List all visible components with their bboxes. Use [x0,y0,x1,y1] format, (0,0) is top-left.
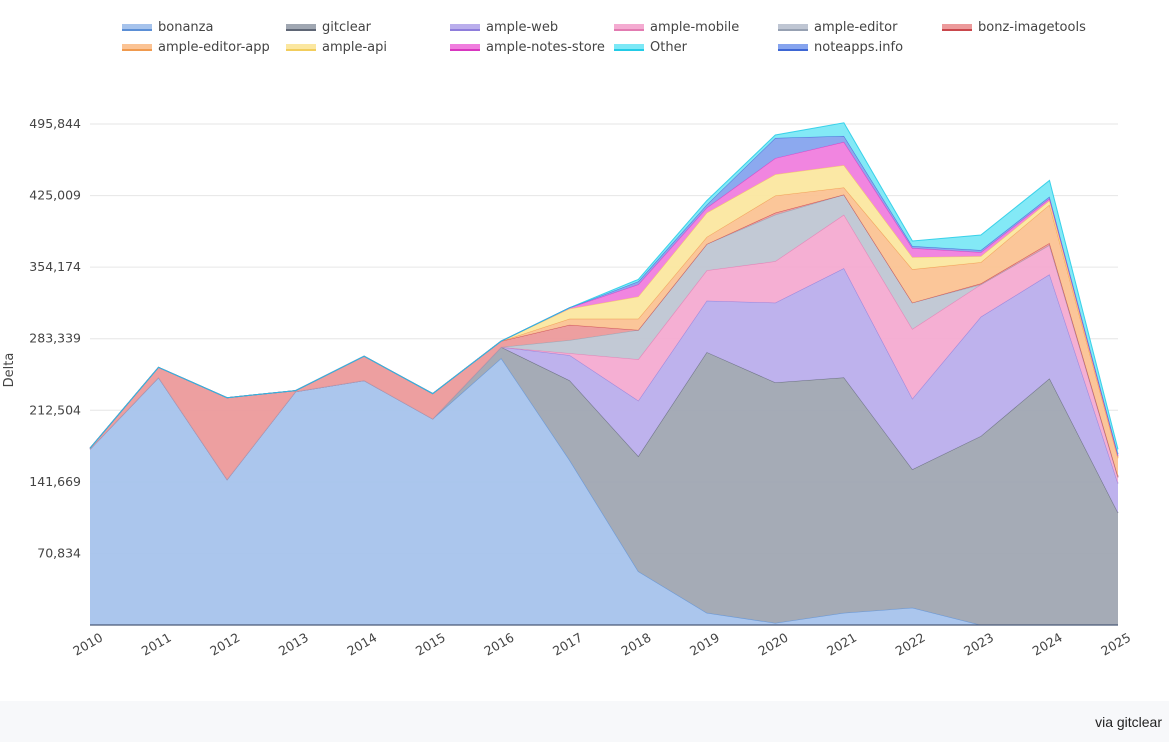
legend-swatch-icon [614,24,644,31]
legend-swatch-icon [942,24,972,31]
legend-swatch-icon [778,44,808,51]
legend-swatch-icon [122,24,152,31]
attribution-text: via gitclear [1095,714,1162,730]
area-ample-api[interactable] [90,165,1118,459]
x-tick-label: 2018 [618,630,653,659]
legend-item-ample-notes-store[interactable]: ample-notes-store [450,40,605,55]
x-tick-label: 2020 [756,630,791,659]
legend-label: ample-web [486,20,559,35]
legend-label: gitclear [322,20,372,35]
legend-item-bonz-imagetools[interactable]: bonz-imagetools [942,20,1086,35]
legend-item-other[interactable]: Other [614,40,687,55]
legend-swatch-icon [286,24,316,31]
area-gitclear[interactable] [90,347,1118,625]
legend-swatch-icon [450,44,480,51]
legend-swatch-icon [614,44,644,51]
legend-swatch-icon [450,24,480,31]
x-tick-label: 2010 [70,630,105,659]
x-tick-label: 2017 [550,630,585,659]
x-tick-label: 2012 [207,630,242,659]
legend-item-gitclear[interactable]: gitclear [286,20,371,35]
y-tick-label: 212,504 [29,402,81,417]
x-tick-label: 2013 [276,630,311,659]
legend-swatch-icon [286,44,316,51]
y-tick-label: 425,009 [29,188,81,203]
legend-item-ample-web[interactable]: ample-web [450,20,558,35]
x-tick-label: 2011 [139,630,174,659]
x-tick-label: 2019 [687,630,722,659]
legend-label: Other [650,40,687,55]
x-tick-label: 2023 [961,630,996,659]
area-bonanza[interactable] [90,358,1118,625]
legend-label: bonanza [158,20,214,35]
legend-item-ample-mobile[interactable]: ample-mobile [614,20,739,35]
legend-label: ample-editor [814,20,898,35]
legend-swatch-icon [778,24,808,31]
legend: bonanza gitclear ample-web ample-mobile … [122,20,1122,60]
footer-bar: via gitclear [0,701,1169,742]
legend-swatch-icon [122,44,152,51]
legend-item-ample-editor-app[interactable]: ample-editor-app [122,40,270,55]
x-tick-label: 2022 [893,630,928,659]
area-ample-mobile[interactable] [90,214,1118,484]
area-ample-notes-store[interactable] [90,142,1118,458]
area-ample-web[interactable] [90,268,1118,513]
x-axis: 2010 2011 2012 2013 2014 2015 2016 2017 2018 2019… [70,624,1133,659]
legend-label: ample-notes-store [486,40,605,55]
x-tick-label: 2015 [413,630,448,659]
legend-label: ample-api [322,40,388,55]
x-tick-label: 2021 [824,630,859,659]
legend-item-ample-editor[interactable]: ample-editor [778,20,897,35]
x-tick-label: 2025 [1098,630,1133,659]
legend-item-noteapps-info[interactable]: noteapps.info [778,40,903,55]
legend-item-ample-api[interactable]: ample-api [286,40,387,55]
y-axis: 70,834 141,669 212,504 283,339 354,174 425,00… [29,116,81,560]
legend-label: noteapps.info [814,40,904,55]
y-tick-label: 283,339 [29,331,81,346]
y-tick-label: 141,669 [29,474,81,489]
x-tick-label: 2016 [481,630,516,659]
x-tick-label: 2014 [344,630,379,659]
legend-item-bonanza[interactable]: bonanza [122,20,213,35]
area-ample-editor[interactable] [90,194,1118,480]
stacked-area-chart: 2010 2011 2012 2013 2014 2015 2016 2017 2018 2019… [2,116,1133,659]
y-tick-label: 495,844 [29,116,81,131]
y-tick-label: 354,174 [29,259,81,274]
series-areas [89,122,1119,626]
y-tick-label: 70,834 [37,545,81,560]
line-other [89,122,1119,450]
y-axis-title: Delta [2,353,17,388]
legend-label: bonz-imagetools [978,20,1086,35]
x-tick-label: 2024 [1030,630,1065,659]
legend-label: ample-editor-app [158,40,270,55]
legend-label: ample-mobile [650,20,740,35]
